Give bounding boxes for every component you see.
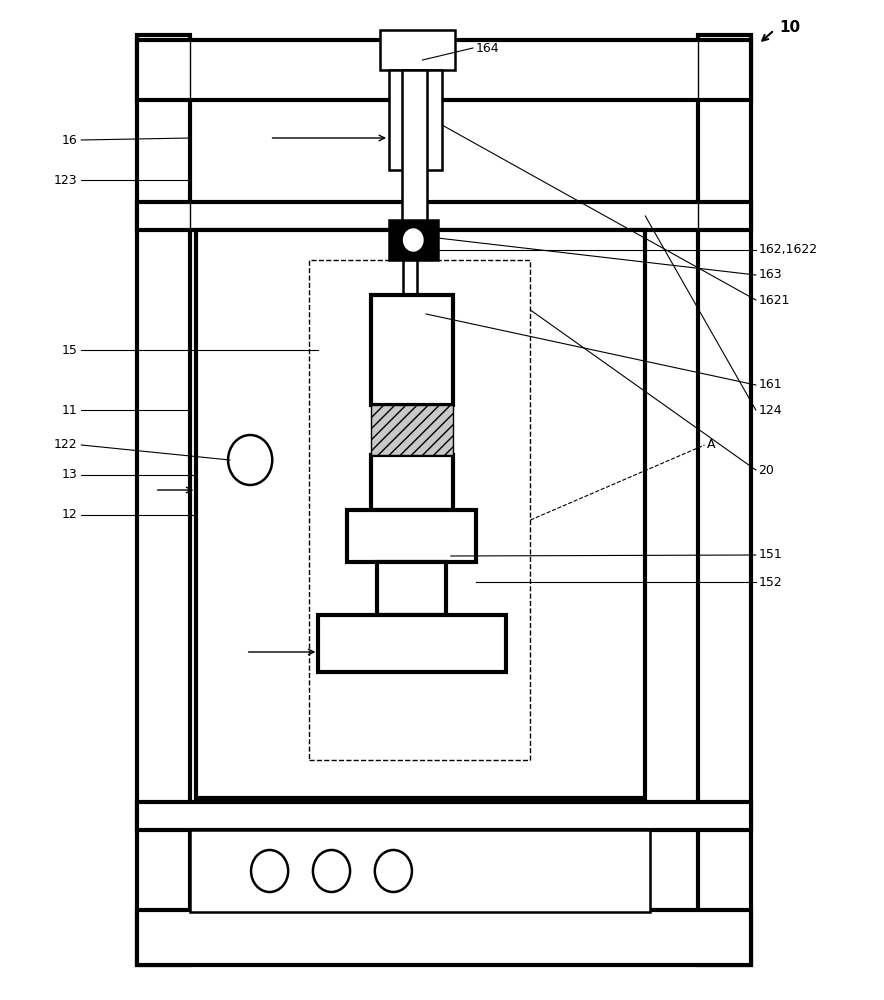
Bar bbox=[190, 830, 650, 912]
Bar bbox=[371, 455, 453, 510]
Text: 10: 10 bbox=[780, 20, 801, 35]
Text: 122: 122 bbox=[54, 438, 78, 452]
Text: 161: 161 bbox=[758, 378, 782, 391]
Bar bbox=[403, 260, 417, 305]
Text: 162,1622: 162,1622 bbox=[758, 243, 818, 256]
Bar bbox=[377, 562, 446, 615]
Text: 164: 164 bbox=[476, 41, 499, 54]
Bar bbox=[137, 40, 751, 100]
Circle shape bbox=[251, 850, 288, 892]
Bar bbox=[309, 260, 530, 760]
Bar bbox=[137, 910, 751, 965]
Bar bbox=[318, 615, 506, 672]
Text: 20: 20 bbox=[758, 464, 774, 477]
Bar bbox=[371, 405, 453, 455]
Text: A: A bbox=[707, 438, 716, 452]
Bar bbox=[347, 510, 476, 562]
Text: 163: 163 bbox=[758, 268, 782, 282]
Circle shape bbox=[375, 850, 412, 892]
Text: 12: 12 bbox=[62, 508, 78, 522]
Text: 16: 16 bbox=[62, 133, 78, 146]
Bar bbox=[402, 70, 427, 230]
Text: 152: 152 bbox=[758, 576, 782, 588]
Circle shape bbox=[313, 850, 350, 892]
Text: 1621: 1621 bbox=[758, 294, 790, 306]
Text: 13: 13 bbox=[62, 468, 78, 482]
Bar bbox=[137, 202, 751, 230]
Bar bbox=[389, 70, 442, 170]
Bar bbox=[394, 305, 426, 323]
Circle shape bbox=[228, 435, 272, 485]
Bar bbox=[371, 295, 453, 405]
Circle shape bbox=[404, 229, 423, 251]
Text: 151: 151 bbox=[758, 548, 782, 562]
Bar bbox=[196, 230, 645, 798]
Bar bbox=[380, 30, 455, 70]
Text: 15: 15 bbox=[62, 344, 78, 357]
Bar bbox=[137, 802, 751, 830]
Bar bbox=[698, 35, 751, 965]
Text: 123: 123 bbox=[54, 174, 78, 186]
Bar bbox=[137, 35, 190, 965]
Text: 124: 124 bbox=[758, 403, 782, 416]
Text: 11: 11 bbox=[62, 403, 78, 416]
Bar bbox=[389, 220, 438, 260]
